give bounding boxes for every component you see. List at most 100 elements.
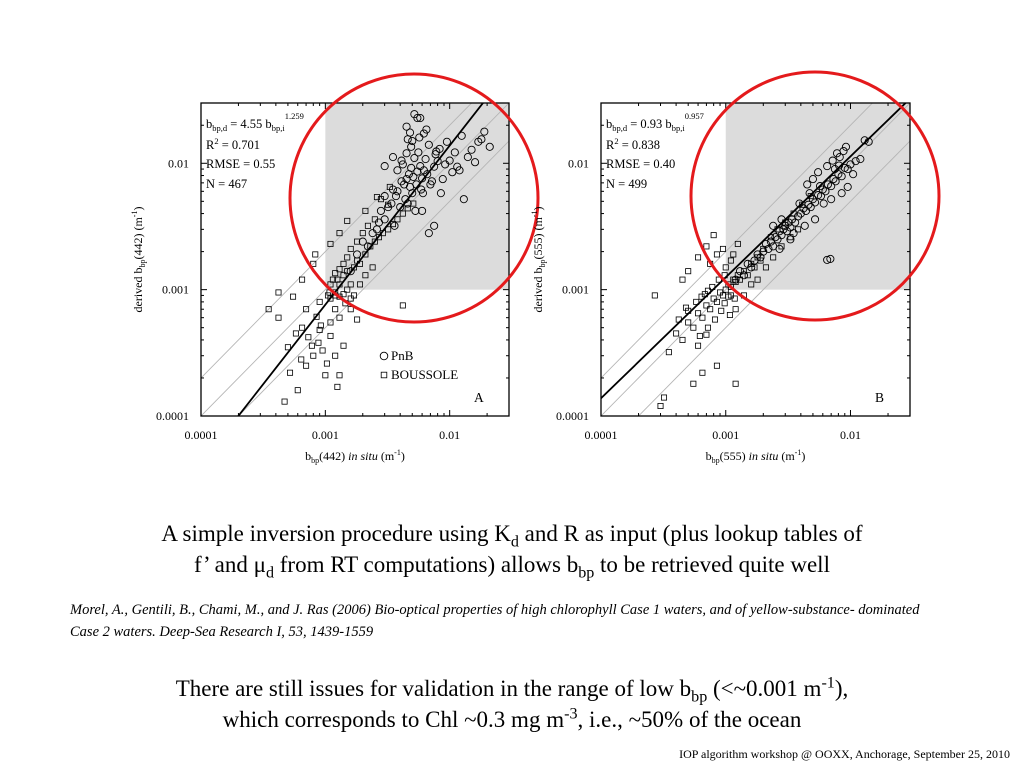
data-point-square [275, 314, 282, 321]
data-point-square [748, 281, 755, 288]
data-point-square [726, 311, 733, 318]
data-point-square [371, 216, 378, 223]
data-point-square [385, 226, 392, 233]
data-point-square [344, 217, 351, 224]
legend-square-marker [380, 371, 388, 379]
data-point-circle [380, 192, 389, 201]
data-point-square [690, 380, 697, 387]
data-point-circle [815, 182, 825, 191]
data-point-circle [759, 247, 768, 256]
data-point-square [290, 293, 297, 300]
data-point-square [698, 293, 705, 300]
data-point-square [715, 276, 722, 283]
data-point-circle [823, 162, 832, 171]
data-point-square [367, 243, 374, 250]
data-point-circle [843, 182, 852, 191]
data-point-square [386, 183, 393, 190]
data-point-square [719, 245, 726, 252]
data-point-circle [393, 166, 402, 175]
data-point-square [316, 326, 323, 333]
data-point-circle [419, 129, 428, 138]
data-point-circle [411, 206, 420, 215]
x-tick-label: 0.01 [840, 428, 861, 442]
data-point-square [721, 300, 728, 307]
x-tick-label: 0.001 [312, 428, 339, 442]
data-point-circle [387, 199, 396, 208]
data-point-circle [839, 146, 848, 156]
data-point-square [389, 221, 396, 228]
data-point-circle [445, 156, 454, 165]
data-point-circle [407, 163, 416, 172]
data-point-circle [803, 180, 812, 189]
plot-area [201, 103, 509, 416]
data-point-square [336, 372, 343, 379]
data-point-circle [380, 215, 389, 224]
data-point-square [710, 295, 717, 302]
data-point-square [693, 298, 700, 305]
data-point-circle [771, 233, 780, 242]
data-point-square [332, 270, 339, 277]
data-point-circle [409, 172, 418, 181]
data-point-square [657, 402, 664, 409]
data-point-circle [424, 229, 433, 238]
data-point-square [298, 356, 305, 363]
regression-line [601, 103, 907, 400]
data-point-circle [808, 175, 817, 184]
data-point-circle [819, 199, 828, 208]
data-point-circle [398, 160, 407, 169]
data-point-square [340, 342, 347, 349]
data-point-circle [828, 156, 837, 165]
y-tick-label: 0.01 [568, 156, 589, 170]
data-point-square [703, 331, 710, 338]
stats-equation: bbp,d = 4.55 bbp,i1.259 [206, 111, 304, 133]
data-point-square [336, 266, 343, 273]
stats-n: N = 499 [606, 177, 647, 191]
data-point-square [718, 307, 725, 314]
data-point-circle [435, 144, 444, 153]
data-point-square [336, 314, 343, 321]
data-point-square [707, 306, 714, 313]
x-tick-label: 0.001 [712, 428, 739, 442]
data-point-square [371, 238, 378, 245]
data-point-circle [431, 150, 440, 159]
data-point-square [362, 272, 369, 279]
data-point-square [399, 302, 406, 309]
y-axis-label: derived bbp(555) (m-1) [530, 207, 547, 313]
data-point-square [281, 398, 288, 405]
data-point-square [362, 251, 369, 258]
data-point-square [344, 268, 351, 275]
data-point-circle [826, 254, 835, 263]
data-point-square [356, 281, 363, 288]
data-point-square [410, 200, 417, 207]
data-point-square [310, 260, 317, 267]
data-point-circle [806, 203, 815, 212]
data-point-circle [415, 133, 424, 142]
data-point-square [665, 349, 672, 356]
data-point-square [762, 264, 769, 271]
data-point-square [317, 322, 324, 329]
data-point-circle [471, 158, 480, 167]
one-to-one-line [201, 103, 509, 416]
data-point-square [305, 334, 312, 341]
data-point-square [327, 281, 334, 288]
data-point-square [385, 201, 392, 208]
data-point-square [319, 347, 326, 354]
data-point-square [754, 276, 761, 283]
data-point-circle [418, 189, 428, 198]
data-point-circle [416, 114, 425, 123]
data-point-square [404, 205, 411, 212]
data-point-circle [463, 153, 472, 162]
red-highlight-circle [689, 70, 941, 322]
data-point-circle [849, 170, 858, 179]
data-point-square [673, 330, 680, 337]
x-tick-label: 0.01 [439, 428, 460, 442]
data-point-circle [837, 172, 846, 181]
data-point-square [732, 380, 739, 387]
data-point-circle [827, 195, 836, 204]
data-point-circle [831, 177, 840, 186]
data-point-circle [388, 153, 398, 162]
y-tick-label: 0.001 [162, 283, 189, 297]
data-point-square [359, 230, 366, 237]
data-point-square [699, 369, 706, 376]
data-point-circle [455, 166, 464, 175]
